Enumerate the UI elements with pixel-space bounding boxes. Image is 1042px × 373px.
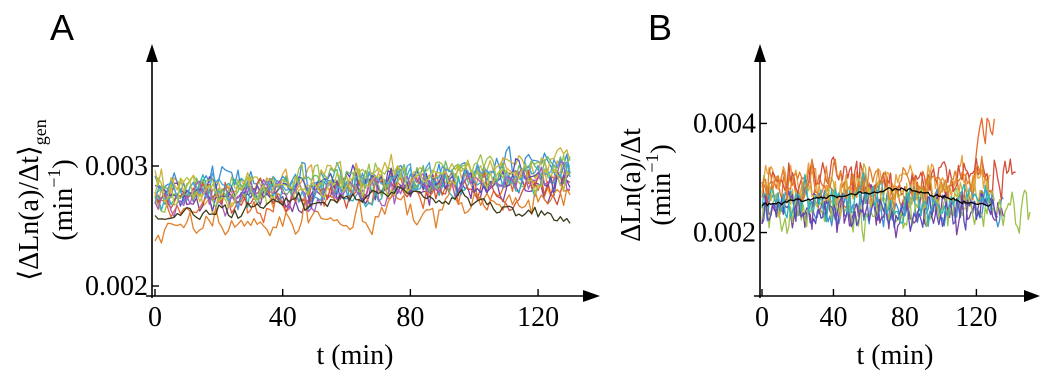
x-tick-label-a-1: 40 bbox=[269, 302, 297, 333]
series-line-b-6 bbox=[761, 162, 995, 220]
y-ticks-a: 0.002 0.003 bbox=[85, 151, 159, 302]
x-tick-label-a-3: 120 bbox=[517, 302, 559, 333]
y-label-unit-a: (min bbox=[48, 188, 79, 241]
y-label-unit-close-a: ) bbox=[48, 159, 79, 168]
y-axis-label-a: ⟨ΔLn(a)/Δt⟩gen (min−1) bbox=[14, 119, 79, 281]
y-label-unit-close-b: ) bbox=[646, 144, 677, 153]
series-line-a-13 bbox=[154, 159, 571, 208]
x-ticks-a: 0 40 80 120 bbox=[148, 289, 559, 333]
panel-a: A 0 40 80 120 0.002 0.003 t (min) ⟨ΔLn(a)/Δt… bbox=[14, 7, 600, 371]
series-line-a-12 bbox=[154, 161, 571, 218]
series-line-a-10 bbox=[154, 182, 571, 244]
y-tick-label-a-1: 0.003 bbox=[85, 151, 148, 182]
x-axis-arrow-b bbox=[1024, 290, 1040, 302]
x-axis-label-a: t (min) bbox=[317, 340, 394, 371]
mean-line-b bbox=[761, 187, 992, 207]
panel-letter-b: B bbox=[648, 7, 672, 48]
svg-text:⟨ΔLn(a)/Δt⟩gen: ⟨ΔLn(a)/Δt⟩gen bbox=[14, 119, 50, 281]
x-tick-label-b-2: 80 bbox=[891, 302, 919, 333]
svg-text:ΔLn(a)/Δt: ΔLn(a)/Δt bbox=[616, 128, 647, 242]
panel-letter-a: A bbox=[50, 7, 74, 48]
x-axis-arrow-a bbox=[583, 290, 600, 302]
x-tick-label-b-0: 0 bbox=[755, 302, 769, 333]
x-ticks-b: 0 40 80 120 bbox=[755, 289, 997, 333]
traces-a bbox=[154, 145, 571, 244]
series-line-a-9 bbox=[154, 156, 571, 208]
y-label-main-b: ΔLn(a)/Δt bbox=[616, 128, 647, 242]
x-tick-label-b-3: 120 bbox=[955, 302, 997, 333]
y-label-unit-exp-a: −1 bbox=[44, 169, 64, 188]
series-line-b-4 bbox=[761, 184, 1031, 242]
y-tick-label-b-1: 0.004 bbox=[693, 108, 756, 139]
y-tick-label-b-0: 0.002 bbox=[693, 218, 756, 249]
y-label-unit-exp-b: −1 bbox=[642, 154, 662, 173]
x-axis-label-b: t (min) bbox=[857, 340, 934, 371]
y-axis-label-b: ΔLn(a)/Δt (min−1) bbox=[616, 128, 677, 242]
y-axis-arrow-b bbox=[754, 44, 766, 62]
y-label-sub-a: gen bbox=[30, 119, 50, 145]
series-line-b-7 bbox=[761, 187, 998, 232]
x-tick-label-a-0: 0 bbox=[148, 302, 162, 333]
series-line-b-9 bbox=[761, 155, 988, 211]
x-tick-label-b-1: 40 bbox=[819, 302, 847, 333]
mean-line-a bbox=[154, 185, 571, 224]
traces-b bbox=[761, 117, 1031, 242]
y-axis-arrow-a bbox=[146, 44, 158, 62]
y-ticks-b: 0.002 0.004 bbox=[693, 108, 767, 249]
y-label-unit-b: (min bbox=[646, 173, 677, 226]
svg-text:(min−1): (min−1) bbox=[642, 144, 677, 225]
svg-text:(min−1): (min−1) bbox=[44, 159, 79, 240]
y-label-main-a: ⟨ΔLn(a)/Δt⟩ bbox=[14, 145, 45, 281]
x-tick-label-a-2: 80 bbox=[396, 302, 424, 333]
panel-b: B 0 40 80 120 0.002 0.004 t (min) ΔLn(a)/Δt … bbox=[616, 7, 1040, 371]
y-tick-label-a-0: 0.002 bbox=[85, 271, 148, 302]
